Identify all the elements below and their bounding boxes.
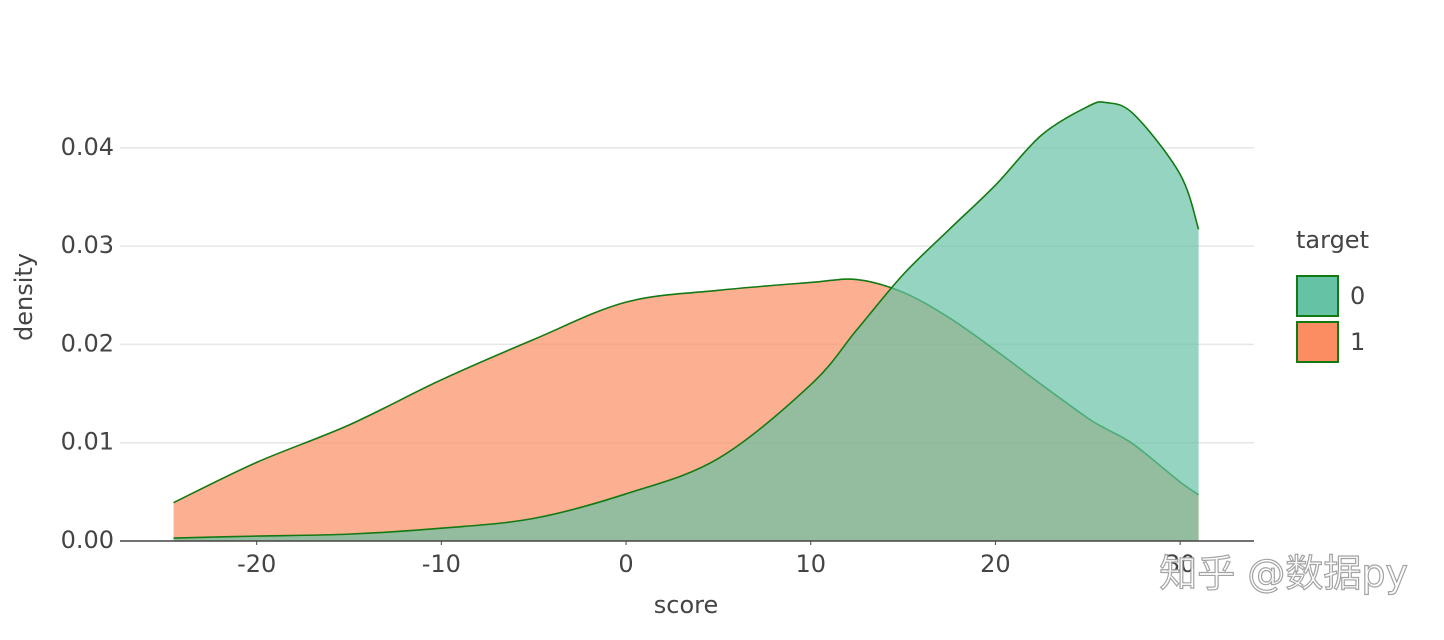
legend-swatch [1296,275,1339,317]
x-tick-label: 20 [980,550,1011,578]
legend-label: 1 [1350,328,1365,356]
y-tick-label: 0.03 [61,231,114,259]
legend-title: target [1296,226,1369,254]
watermark: 知乎 @数据py [1159,552,1408,596]
y-tick-label: 0.02 [61,329,114,357]
x-axis-label: score [654,591,719,619]
y-tick-label: 0.04 [61,133,114,161]
x-tick-label: 10 [795,550,826,578]
legend-label: 0 [1350,282,1365,310]
density-area [173,101,1199,541]
legend-swatch [1296,321,1339,363]
y-axis-label: density [10,253,38,341]
y-tick-label: 0.01 [61,428,114,456]
x-tick-label: -10 [422,550,461,578]
x-tick-label: 30 [1165,550,1196,578]
x-tick-label: 0 [618,550,633,578]
density-line [173,101,1200,539]
y-tick-label: 0.00 [61,526,114,554]
x-tick-label: -20 [237,550,276,578]
